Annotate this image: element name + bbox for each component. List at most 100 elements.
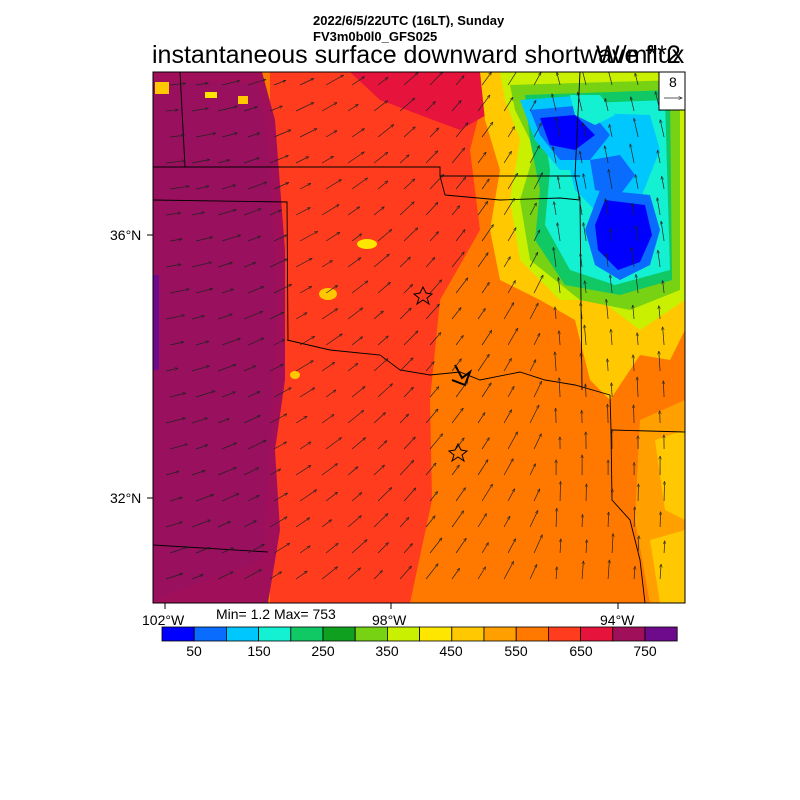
wind-vector: [477, 308, 485, 320]
wind-vector: [481, 438, 489, 450]
lon-label-98w: 98°W: [372, 612, 407, 628]
wind-vector: [399, 98, 415, 112]
wind-vector: [170, 84, 186, 86]
wind-vector: [373, 413, 385, 424]
wind-vector: [556, 118, 561, 138]
wind-vector: [273, 284, 292, 294]
wind-vector: [221, 443, 237, 450]
wind-vector: [559, 378, 560, 398]
wind-vector-field: [165, 72, 665, 580]
colorbar-label: 750: [633, 643, 657, 659]
wind-vector: [347, 152, 364, 164]
wind-vector: [169, 547, 189, 554]
wind-vector: [192, 212, 204, 216]
wind-vector: [403, 331, 418, 346]
wind-vector: [455, 538, 466, 554]
wind-vector: [325, 334, 342, 346]
wind-vector: [295, 313, 307, 320]
wind-vector: [637, 377, 638, 398]
wind-vector: [553, 147, 557, 164]
wind-vector: [191, 471, 205, 476]
wind-vector: [529, 360, 536, 372]
wind-vector: [195, 445, 208, 450]
wind-vector: [269, 469, 281, 476]
wind-vector: [585, 281, 586, 294]
wind-vector: [377, 384, 392, 398]
colorbar-label: 250: [311, 643, 335, 659]
wind-vector: [429, 232, 439, 242]
wind-vector: [325, 543, 338, 554]
colorbar-label: 650: [569, 643, 593, 659]
wind-vector: [169, 342, 184, 346]
wind-vector: [351, 178, 367, 190]
wind-vector: [580, 151, 583, 164]
wind-vector: [607, 359, 608, 372]
wind-vector: [477, 413, 485, 424]
wind-vector: [299, 442, 311, 450]
wind-vector: [221, 133, 237, 138]
model-name-text: FV3m0b0l0_GFS025: [313, 29, 438, 44]
wind-vector: [243, 107, 257, 112]
wind-vector: [612, 534, 613, 554]
wind-vector: [195, 391, 215, 398]
wind-vector: [221, 392, 235, 398]
wind-vector: [269, 312, 284, 320]
wind-vector: [170, 135, 184, 138]
colorbar-swatch: [225, 626, 259, 642]
wind-vector: [481, 383, 491, 398]
wind-vector: [529, 100, 536, 112]
wind-vector: [581, 303, 583, 320]
wind-vector: [507, 281, 515, 294]
wind-vector: [321, 415, 334, 424]
wind-vector: [429, 280, 442, 294]
wind-vector: [399, 155, 409, 164]
wind-vector: [373, 514, 388, 528]
wind-vector: [425, 516, 435, 528]
wind-vector: [455, 278, 468, 294]
wind-vector: [660, 512, 661, 528]
wind-vector: [377, 488, 392, 502]
wind-vector: [425, 463, 436, 476]
wind-vector: [247, 392, 260, 398]
colorbar-swatch: [419, 626, 453, 642]
lon-label-94w: 94°W: [600, 612, 635, 628]
wind-vector: [662, 177, 665, 190]
wind-vector: [637, 333, 638, 346]
wind-vector: [196, 83, 208, 86]
colorbar-label: 450: [439, 643, 463, 659]
wind-vector: [636, 226, 639, 242]
wind-vector: [658, 150, 661, 164]
wind-vector: [377, 181, 388, 190]
wind-vector: [403, 437, 415, 450]
wind-vector: [582, 72, 587, 86]
wind-vector: [609, 125, 613, 138]
wind-vector: [325, 75, 343, 86]
wind-vector: [611, 329, 612, 346]
wind-vector: [477, 202, 488, 216]
wind-vector: [553, 247, 557, 268]
wind-vector: [269, 364, 283, 372]
wind-vector: [299, 490, 317, 502]
wind-vector: [455, 381, 468, 398]
wind-vector: [191, 418, 207, 424]
wind-vector: [605, 99, 609, 112]
wind-vector: [631, 97, 635, 112]
wind-vector: [373, 359, 388, 372]
lat-label-32n: 32°N: [110, 490, 142, 506]
wind-vector: [529, 146, 539, 164]
reference-vector-label: 8: [669, 74, 677, 90]
wind-vector: [580, 253, 583, 268]
wind-vector: [529, 303, 538, 320]
wind-vector: [347, 308, 363, 320]
wind-vector: [170, 289, 189, 294]
wind-vector: [247, 440, 266, 450]
wind-vector: [295, 416, 307, 424]
wind-vector: [273, 235, 287, 242]
wind-vector: [195, 341, 209, 346]
wind-vector: [373, 254, 389, 268]
colorbar-swatch: [515, 626, 549, 642]
wind-vector: [611, 383, 612, 398]
wind-vector: [295, 518, 310, 528]
wind-vector: [425, 202, 438, 216]
